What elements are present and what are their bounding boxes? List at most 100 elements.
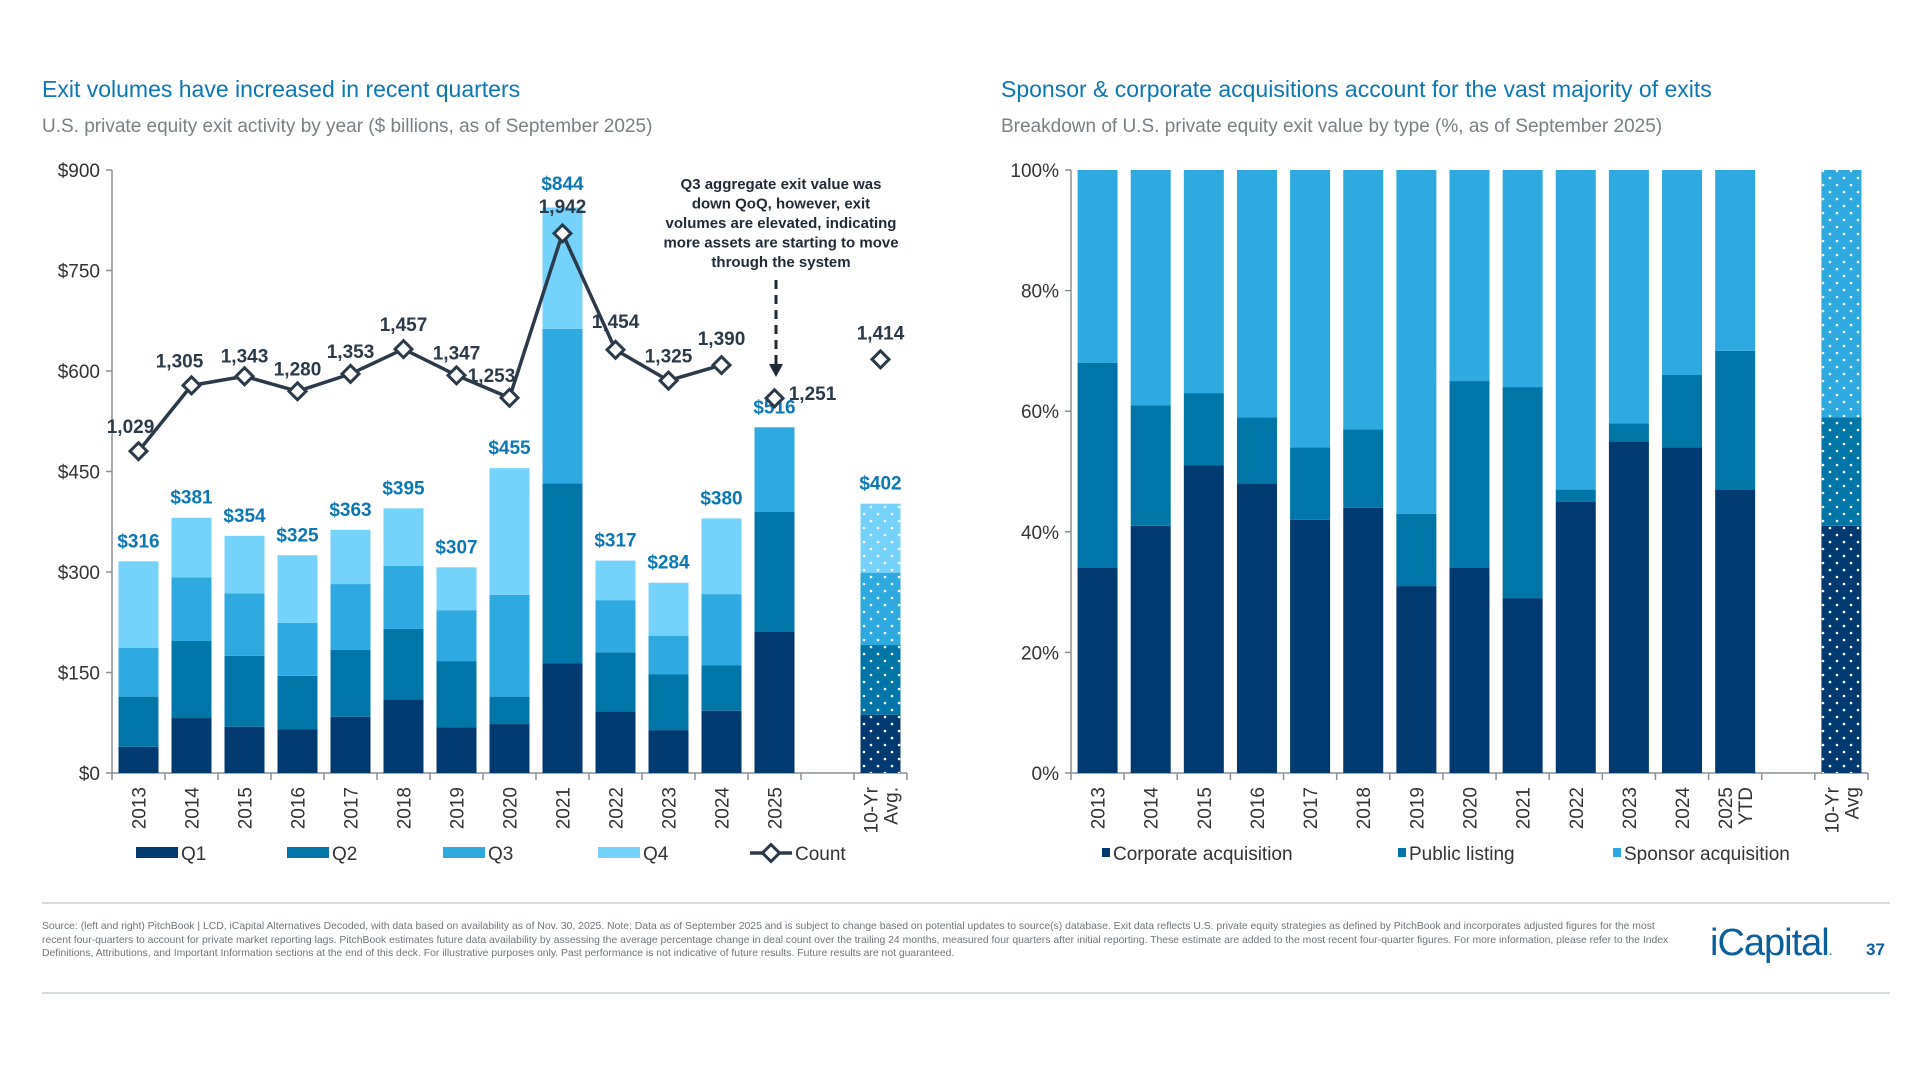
bar-segment-q3 bbox=[330, 584, 371, 650]
bar-segment-public-listing bbox=[1608, 423, 1649, 442]
x-tick-label: 2015 bbox=[236, 787, 257, 829]
bar-segment-q4 bbox=[701, 518, 742, 595]
page-number: 37 bbox=[1866, 940, 1885, 959]
count-marker bbox=[445, 364, 468, 386]
legend-swatch bbox=[1398, 848, 1406, 857]
count-marker bbox=[498, 387, 521, 409]
bar-segment-q3 bbox=[542, 328, 583, 484]
legend-label: Corporate acquisition bbox=[1113, 844, 1293, 865]
icapital-logo: iCapital. bbox=[1710, 922, 1833, 964]
right-exit-type-chart: 0% 20% 40% 60% 80% 100% 2013 2014 2015 2016 2017 20… bbox=[1010, 161, 1869, 865]
y-tick-label: $150 bbox=[58, 664, 100, 685]
y-tick-label: $300 bbox=[58, 563, 100, 584]
bar-segment-sponsor-acquisition bbox=[1183, 170, 1224, 394]
bar-segment-q4 bbox=[224, 535, 265, 594]
bar-total-label: $307 bbox=[435, 537, 477, 558]
bar-total-label: $325 bbox=[276, 525, 319, 546]
bar-segment-public-listing bbox=[1502, 387, 1543, 599]
bar-segment-q3 bbox=[489, 594, 530, 697]
count-label: 1,347 bbox=[433, 343, 481, 364]
bar-total-label: $363 bbox=[329, 500, 371, 521]
bar-segment-q4 bbox=[330, 529, 371, 585]
legend-label: Count bbox=[795, 844, 846, 865]
count-marker bbox=[233, 365, 256, 387]
bar-segment-public-listing bbox=[1130, 405, 1171, 526]
x-tick-label: 2022 bbox=[1567, 787, 1588, 829]
x-tick-label: 2021 bbox=[554, 787, 575, 829]
bar-segment-corporate-acquisition bbox=[1555, 501, 1596, 773]
bar-segment-public-listing bbox=[1290, 447, 1331, 520]
left-exit-activity-chart: $0 $150 $300 $450 $600 $750 $900 2013 2014 2015 20… bbox=[58, 161, 908, 865]
left-chart-title: Exit volumes have increased in recent qu… bbox=[42, 76, 521, 102]
bar-segment-q3 bbox=[595, 600, 636, 653]
count-marker bbox=[127, 440, 150, 462]
bar-dot-pattern bbox=[1821, 525, 1862, 773]
bar-dot-pattern bbox=[860, 572, 901, 646]
arrow-down-icon bbox=[769, 364, 783, 377]
bar-segment-q2 bbox=[118, 696, 159, 747]
bar-segment-q2 bbox=[277, 675, 318, 730]
legend-swatch-q2 bbox=[287, 847, 329, 858]
left-chart-subtitle: U.S. private equity exit activity by yea… bbox=[42, 116, 653, 137]
bar-segment-corporate-acquisition bbox=[1396, 586, 1437, 773]
footer-bottom-divider bbox=[42, 992, 1890, 994]
bar-segment-q1 bbox=[648, 730, 689, 773]
bar-segment-q1 bbox=[595, 711, 636, 773]
x-tick-label: 2021 bbox=[1514, 787, 1535, 829]
x-tick-label: 2024 bbox=[713, 787, 734, 830]
y-tick-label: $0 bbox=[79, 764, 100, 785]
legend-swatch bbox=[1613, 848, 1621, 857]
bar-total-label: $844 bbox=[541, 174, 584, 195]
source-footnote: Source: (left and right) PitchBook | LCD… bbox=[42, 921, 1669, 960]
count-label: 1,457 bbox=[380, 315, 428, 336]
bar-total-label: $317 bbox=[594, 531, 636, 552]
count-label: 1,280 bbox=[274, 359, 322, 380]
bar-segment-q3 bbox=[754, 427, 795, 512]
bar-segment-corporate-acquisition bbox=[1077, 567, 1118, 773]
bar-dot-pattern bbox=[860, 645, 901, 715]
legend-swatch-q4 bbox=[598, 847, 640, 858]
right-chart-title: Sponsor & corporate acquisitions account… bbox=[1001, 76, 1712, 102]
count-label: 1,343 bbox=[221, 346, 269, 367]
x-tick-label: 10-Yr bbox=[1822, 786, 1843, 833]
count-label: 1,390 bbox=[698, 329, 746, 350]
x-tick-label: 2019 bbox=[1407, 787, 1428, 829]
annotation-text: Q3 aggregate exit value was bbox=[681, 176, 882, 193]
count-marker bbox=[286, 380, 309, 402]
legend-label: Public listing bbox=[1409, 844, 1515, 865]
bar-segment-q4 bbox=[489, 468, 530, 595]
bar-segment-sponsor-acquisition bbox=[1662, 170, 1703, 376]
y-tick-label: $450 bbox=[58, 463, 100, 484]
x-tick-label: 2025 bbox=[766, 787, 787, 829]
legend-label: Sponsor acquisition bbox=[1624, 844, 1790, 865]
bar-segment-q2 bbox=[330, 649, 371, 717]
bar-segment-sponsor-acquisition bbox=[1130, 170, 1171, 406]
count-label: 1,942 bbox=[539, 197, 587, 218]
logo-text: iCapital bbox=[1710, 922, 1830, 964]
x-tick-label: 2022 bbox=[607, 787, 628, 829]
bar-segment-q2 bbox=[542, 483, 583, 664]
bar-segment-q2 bbox=[171, 641, 212, 719]
right-chart-subtitle: Breakdown of U.S. private equity exit va… bbox=[1001, 116, 1663, 137]
count-label: 1,305 bbox=[156, 351, 204, 372]
bar-segment-public-listing bbox=[1343, 429, 1384, 508]
bar-total-label: $284 bbox=[647, 553, 690, 574]
bar-segment-q1 bbox=[171, 718, 212, 773]
legend-label: Q3 bbox=[488, 844, 513, 865]
bar-total-label: $380 bbox=[700, 488, 742, 509]
bar-segment-corporate-acquisition bbox=[1715, 489, 1756, 773]
bar-segment-q2 bbox=[489, 696, 530, 725]
bar-segment-q4 bbox=[118, 561, 159, 648]
y-tick-label: $900 bbox=[58, 161, 100, 182]
count-marker bbox=[710, 354, 733, 376]
bar-segment-q3 bbox=[277, 622, 318, 676]
legend-swatch-q3 bbox=[443, 847, 485, 858]
bar-segment-sponsor-acquisition bbox=[1449, 170, 1490, 382]
x-tick-label: Avg bbox=[1842, 787, 1863, 819]
annotation-text: down QoQ, however, exit bbox=[692, 196, 870, 213]
bar-segment-q1 bbox=[118, 746, 159, 773]
legend-swatch-q1 bbox=[136, 847, 178, 858]
bar-segment-q1 bbox=[277, 729, 318, 773]
x-tick-label: 2017 bbox=[342, 787, 363, 829]
x-tick-label: 2023 bbox=[1620, 787, 1641, 829]
